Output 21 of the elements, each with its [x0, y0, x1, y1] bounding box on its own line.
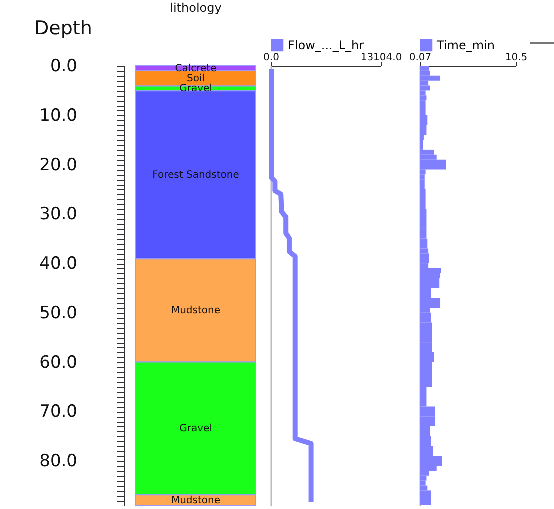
legend-label: Flow_..._L_hr: [288, 38, 364, 52]
series-label: Mudstone: [171, 306, 221, 317]
y-tick-label: 20.0: [40, 155, 78, 176]
y-axis-title: Depth: [34, 18, 92, 40]
y-tick-label: 60.0: [40, 352, 78, 373]
y-tick-label: 40.0: [40, 254, 78, 274]
y-tick-label: 70.0: [40, 402, 78, 422]
x-tick-label: 13104.0: [360, 52, 402, 64]
series-label: Gravel: [180, 424, 212, 435]
series-label: Mudstone: [171, 496, 221, 507]
y-tick-label: 10.0: [40, 106, 78, 126]
x-tick-label: 10.5: [505, 52, 528, 64]
x-tick-label: 0.0: [264, 52, 280, 64]
series-label: Soil: [186, 74, 206, 85]
chart-title: lithology: [170, 1, 222, 15]
series-label: Time_min: [436, 38, 495, 52]
y-tick-label: 50.0: [40, 303, 78, 324]
x-tick-label: 0.07: [409, 52, 432, 64]
y-tick-label: 80.0: [40, 452, 78, 472]
series-label: Forest Sandstone: [152, 170, 240, 182]
y-tick-label: 30.0: [40, 204, 78, 225]
